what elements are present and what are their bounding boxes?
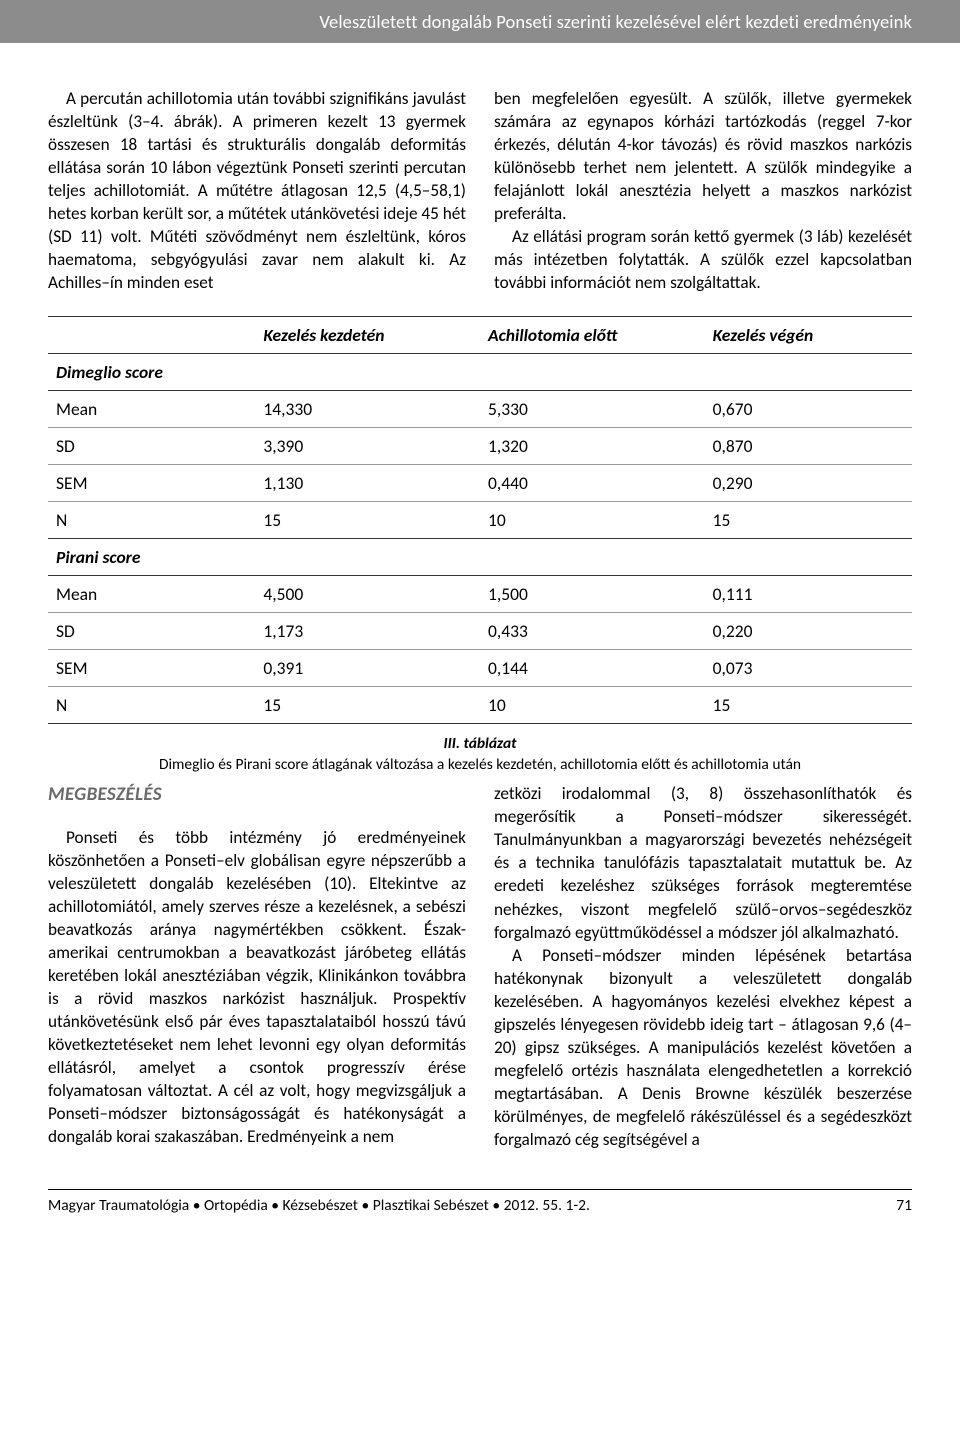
table-row: Mean 14,330 5,330 0,670 [48, 391, 912, 428]
table-caption: III. táblázat Dimeglio és Pirani score á… [48, 734, 912, 776]
body-para-1: A percután achillotomia után további szi… [48, 87, 466, 294]
table-row: SD 3,390 1,320 0,870 [48, 428, 912, 465]
score-table: Kezelés kezdetén Achillotomia előtt Keze… [48, 316, 912, 724]
th-3: Kezelés végén [705, 317, 912, 354]
discussion-heading: MEGBESZÉLÉS [48, 782, 466, 807]
table-row: SD 1,173 0,433 0,220 [48, 613, 912, 650]
table-header-row: Kezelés kezdetén Achillotomia előtt Keze… [48, 317, 912, 354]
table-section-1: Dimeglio score [48, 354, 912, 391]
section-label-1: Dimeglio score [48, 354, 912, 391]
discussion-para-1: Ponseti és több intézmény jó eredményein… [48, 826, 466, 1149]
caption-text: Dimeglio és Pirani score átlagának válto… [159, 755, 801, 774]
caption-title: III. táblázat [48, 734, 912, 755]
table-row: SEM 1,130 0,440 0,290 [48, 465, 912, 502]
score-table-wrap: Kezelés kezdetén Achillotomia előtt Keze… [48, 316, 912, 776]
body-para-2b: Az ellátási program során kettő gyermek … [494, 225, 912, 294]
body-columns: A percután achillotomia után további szi… [48, 87, 912, 294]
table-row: N 15 10 15 [48, 687, 912, 724]
body-para-2a: ben megfelelően egyesült. A szülők, ille… [494, 87, 912, 225]
running-header: Veleszületett dongaláb Ponseti szerinti … [0, 0, 960, 43]
table-row: N 15 10 15 [48, 502, 912, 539]
table-row: Mean 4,500 1,500 0,111 [48, 576, 912, 613]
page-footer: Magyar Traumatológia • Ortopédia • Kézse… [48, 1189, 912, 1215]
discussion-para-2a: zetközi irodalommal (3, 8) összehasonlít… [494, 782, 912, 943]
running-header-text: Veleszületett dongaláb Ponseti szerinti … [319, 10, 912, 33]
section-label-2: Pirani score [48, 539, 912, 576]
table-row: SEM 0,391 0,144 0,073 [48, 650, 912, 687]
page-number: 71 [896, 1196, 912, 1215]
discussion-columns: MEGBESZÉLÉS Ponseti és több intézmény jó… [48, 782, 912, 1151]
table-section-2: Pirani score [48, 539, 912, 576]
th-1: Kezelés kezdetén [255, 317, 480, 354]
journal-info: Magyar Traumatológia • Ortopédia • Kézse… [48, 1196, 590, 1215]
th-0 [48, 317, 255, 354]
discussion-para-2b: A Ponseti–módszer minden lépésének betar… [494, 944, 912, 1151]
th-2: Achillotomia előtt [480, 317, 705, 354]
